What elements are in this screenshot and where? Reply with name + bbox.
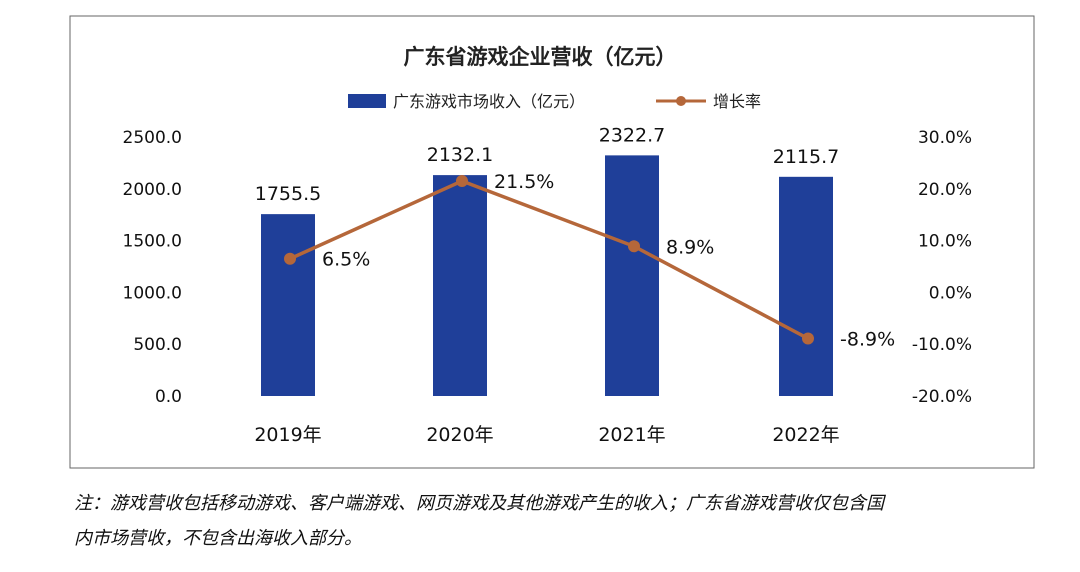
growth-point xyxy=(284,252,296,265)
growth-point xyxy=(802,332,814,345)
bar-value-label: 2322.7 xyxy=(599,124,665,146)
left-axis-ticks: 0.0 500.0 1000.0 1500.0 2000.0 2500.0 xyxy=(123,128,182,407)
legend: 广东游戏市场收入（亿元） 增长率 xyxy=(348,92,761,111)
right-tick-label: 10.0% xyxy=(918,232,972,252)
legend-line-label: 增长率 xyxy=(713,92,761,111)
growth-line xyxy=(284,175,814,345)
right-tick-label: 0.0% xyxy=(929,283,972,303)
bar xyxy=(605,155,659,396)
bars xyxy=(261,155,833,396)
category-label: 2019年 xyxy=(254,424,321,446)
left-tick-label: 2000.0 xyxy=(123,180,182,200)
growth-value-label: 8.9% xyxy=(666,236,714,258)
chart-title: 广东省游戏企业营收（亿元） xyxy=(404,45,677,69)
growth-value-label: 21.5% xyxy=(494,171,554,193)
chart: 广东省游戏企业营收（亿元） 广东游戏市场收入（亿元） 增长率 0.0 500.0 1… xyxy=(69,15,1035,469)
bar-value-label: 2115.7 xyxy=(773,146,839,168)
growth-line-path xyxy=(289,179,809,341)
right-tick-label: -20.0% xyxy=(912,387,972,407)
footnote-line-1: 注：游戏营收包括移动游戏、客户端游戏、网页游戏及其他游戏产生的收入；广东省游戏营… xyxy=(74,493,884,514)
growth-value-labels: 6.5% 21.5% 8.9% -8.9% xyxy=(322,171,895,350)
left-tick-label: 0.0 xyxy=(155,387,182,407)
bar xyxy=(433,175,487,396)
bar xyxy=(261,214,315,396)
category-label: 2021年 xyxy=(598,424,665,446)
right-tick-label: -10.0% xyxy=(912,335,972,355)
legend-bar-swatch xyxy=(348,94,386,108)
left-tick-label: 1500.0 xyxy=(123,232,182,252)
bar-value-labels: 1755.5 2132.1 2322.7 2115.7 xyxy=(255,124,839,205)
left-tick-label: 1000.0 xyxy=(123,283,182,303)
footnote-line-2: 内市场营收，不包含出海收入部分。 xyxy=(74,528,362,549)
growth-point xyxy=(628,240,640,253)
category-label: 2022年 xyxy=(772,424,839,446)
legend-line-marker xyxy=(676,96,686,106)
growth-point xyxy=(456,175,468,188)
right-tick-label: 20.0% xyxy=(918,180,972,200)
right-tick-label: 30.0% xyxy=(918,128,972,148)
bar xyxy=(779,176,833,396)
bar-value-label: 2132.1 xyxy=(427,144,493,166)
growth-value-label: 6.5% xyxy=(322,249,370,271)
legend-bar-label: 广东游戏市场收入（亿元） xyxy=(393,92,585,111)
footnote: 注：游戏营收包括移动游戏、客户端游戏、网页游戏及其他游戏产生的收入；广东省游戏营… xyxy=(74,486,1054,556)
left-tick-label: 500.0 xyxy=(133,335,182,355)
category-label: 2020年 xyxy=(426,424,493,446)
bar-value-label: 1755.5 xyxy=(255,183,321,205)
left-tick-label: 2500.0 xyxy=(123,128,182,148)
right-axis-ticks: -20.0% -10.0% 0.0% 10.0% 20.0% 30.0% xyxy=(912,128,972,407)
category-labels: 2019年 2020年 2021年 2022年 xyxy=(254,424,839,446)
growth-value-label: -8.9% xyxy=(840,329,895,351)
chart-frame xyxy=(69,15,1035,469)
